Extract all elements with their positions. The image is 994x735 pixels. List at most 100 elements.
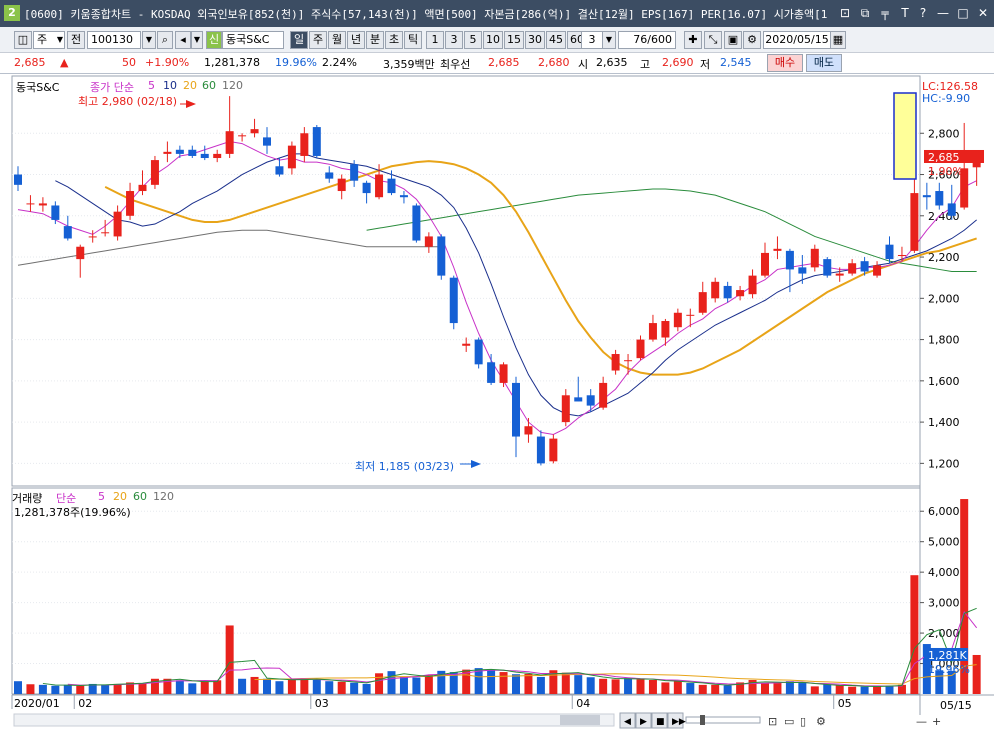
candle-body[interactable] [586,395,595,406]
zoom-out-icon[interactable]: ⤡ [704,31,722,49]
candle-body[interactable] [76,246,85,260]
candle-body[interactable] [412,205,421,241]
volume-bar[interactable] [375,673,384,694]
volume-bar[interactable] [474,668,483,694]
bottom-tool-icon[interactable]: ▯ [800,715,806,728]
volume-bar[interactable] [350,682,359,694]
candle-body[interactable] [860,261,869,272]
volume-bar[interactable] [138,683,147,694]
help-icon[interactable]: ? [919,6,927,20]
chart-type-select[interactable]: 주 ▼ [33,31,65,49]
fast-forward-icon[interactable]: ▶▶ [672,717,686,727]
volume-bar[interactable] [823,684,832,694]
candle-body[interactable] [536,436,545,464]
volume-bar[interactable] [150,678,159,694]
candle-body[interactable] [200,153,209,159]
candle-body[interactable] [474,339,483,365]
period-year-tab[interactable]: 년 [347,31,365,49]
code-input[interactable]: 100130 [87,31,141,49]
volume-bar[interactable] [711,684,720,694]
zoom-in-icon[interactable]: ✚ [684,31,702,49]
candle-body[interactable] [835,273,844,276]
popout-icon[interactable]: ⧉ [860,6,870,20]
volume-bar[interactable] [810,686,819,694]
candle-body[interactable] [848,263,857,274]
candle-body[interactable] [574,397,583,402]
candle-body[interactable] [88,236,97,238]
bottom-tool-icon[interactable]: — [916,715,927,728]
volume-bar[interactable] [972,654,981,694]
scroll-left-icon[interactable]: ◀ [624,717,631,727]
volume-bar[interactable] [412,677,421,694]
candle-body[interactable] [561,395,570,423]
interval-3-button[interactable]: 3 [445,31,463,49]
volume-bar[interactable] [126,682,135,694]
candle-body[interactable] [910,193,919,251]
volume-bar[interactable] [462,669,471,694]
volume-bar[interactable] [424,675,433,694]
candle-body[interactable] [636,339,645,359]
interval-1-button[interactable]: 1 [426,31,444,49]
volume-bar[interactable] [250,676,259,694]
candle-body[interactable] [897,254,906,256]
sound-icon[interactable]: ◂ [175,31,191,49]
volume-bar[interactable] [748,679,757,694]
sell-button[interactable]: 매도 [806,54,842,72]
candle-body[interactable] [337,178,346,192]
restore-layout-icon[interactable]: ⊡ [839,6,851,20]
date-input[interactable]: 2020/05/15 [763,31,831,49]
volume-bar[interactable] [263,678,271,694]
candle-body[interactable] [524,426,533,435]
candle-body[interactable] [599,382,608,408]
volume-bar[interactable] [449,672,458,694]
volume-bar[interactable] [761,683,769,694]
volume-bar[interactable] [26,684,35,694]
candle-body[interactable] [437,236,446,276]
calendar-icon[interactable]: ▦ [830,31,846,49]
volume-bar[interactable] [14,681,22,694]
candle-body[interactable] [947,203,956,216]
interval-dropdown-icon[interactable]: ▼ [602,31,616,49]
candle-body[interactable] [549,438,558,462]
candle-body[interactable] [935,191,944,206]
volume-bar[interactable] [698,684,707,694]
candle-body[interactable] [63,226,72,239]
volume-bar[interactable] [175,680,184,694]
volume-bar[interactable] [599,678,608,694]
volume-bar[interactable] [51,685,60,694]
volume-bar[interactable] [238,678,247,694]
search-icon[interactable]: ⌕ [157,31,173,49]
period-week-tab[interactable]: 주 [309,31,327,49]
count-input[interactable]: 76/600 [618,31,676,49]
close-icon[interactable]: ✕ [977,6,989,20]
candle-body[interactable] [761,252,769,276]
interval-15-button[interactable]: 15 [504,31,524,49]
interval-10-button[interactable]: 10 [483,31,503,49]
volume-bar[interactable] [648,679,657,694]
volume-bar[interactable] [88,683,97,694]
volume-bar[interactable] [312,679,321,694]
volume-bar[interactable] [673,680,682,694]
candle-body[interactable] [785,250,794,270]
bottom-tool-icon[interactable]: ▭ [784,715,794,728]
settings-icon[interactable]: ⚙ [743,31,761,49]
candle-body[interactable] [810,248,819,268]
volume-bar[interactable] [960,499,969,694]
volume-bar[interactable] [213,680,222,694]
zoom-slider-handle[interactable] [700,715,705,725]
candle-body[interactable] [101,232,110,234]
bottom-tool-icon[interactable]: + [932,715,941,728]
period-month-tab[interactable]: 월 [328,31,346,49]
volume-bar[interactable] [574,675,583,694]
candle-body[interactable] [798,267,807,274]
stop-icon[interactable]: ■ [656,717,665,727]
volume-bar[interactable] [922,644,931,694]
candle-body[interactable] [263,137,271,146]
volume-bar[interactable] [300,678,309,694]
period-tick-tab[interactable]: 틱 [404,31,422,49]
candle-body[interactable] [300,133,309,156]
candle-body[interactable] [873,265,882,276]
candle-body[interactable] [960,168,969,208]
code-dropdown-icon[interactable]: ▼ [142,31,156,49]
volume-bar[interactable] [773,683,782,694]
